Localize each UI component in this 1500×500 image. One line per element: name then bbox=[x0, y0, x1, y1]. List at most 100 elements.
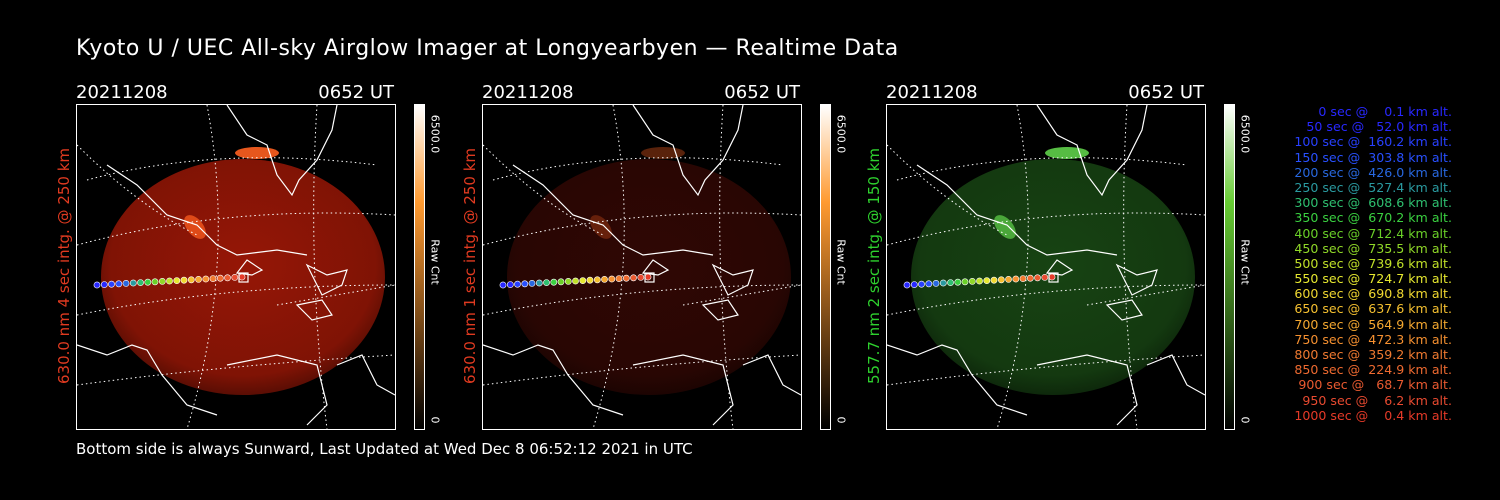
trajectory-point bbox=[195, 275, 202, 283]
trajectory-point bbox=[1012, 275, 1020, 283]
legend-row: 700 sec @ 564.9 km alt. bbox=[1290, 316, 1452, 332]
trajectory-point bbox=[593, 276, 601, 284]
legend-row: 600 sec @ 690.8 km alt. bbox=[1290, 286, 1452, 302]
trajectory-point bbox=[202, 275, 210, 283]
allsky-image bbox=[482, 104, 802, 430]
legend-row: 450 sec @ 735.5 km alt. bbox=[1290, 240, 1452, 256]
legend-row: 1000 sec @ 0.4 km alt. bbox=[1294, 407, 1452, 423]
panel-time: 0652 UT bbox=[1128, 82, 1204, 103]
panel-ylabel: 630.0 nm 4 sec intg. @ 250 km bbox=[55, 147, 73, 385]
colorbar bbox=[820, 104, 831, 430]
coastline bbox=[711, 263, 754, 296]
coastline bbox=[641, 259, 670, 276]
trajectory-point bbox=[528, 279, 536, 287]
coastline bbox=[77, 344, 218, 416]
trajectory-point bbox=[954, 278, 962, 286]
station-marker bbox=[238, 272, 249, 283]
trajectory-legend: 0 sec @ 0.1 km alt. 50 sec @ 52.0 km alt… bbox=[1262, 104, 1452, 423]
allsky-image bbox=[76, 104, 396, 430]
trajectory-point bbox=[990, 276, 998, 284]
coastline bbox=[1146, 354, 1205, 396]
coastline bbox=[305, 263, 348, 296]
legend-row: 100 sec @ 160.2 km alt. bbox=[1290, 134, 1452, 150]
graticule-line bbox=[483, 144, 604, 236]
legend-row: 50 sec @ 52.0 km alt. bbox=[1298, 119, 1452, 135]
trajectory-point bbox=[1048, 273, 1056, 281]
trajectory-point bbox=[918, 280, 925, 288]
trajectory-point bbox=[173, 277, 181, 284]
trajectory-point bbox=[115, 280, 123, 288]
legend-row: 200 sec @ 426.0 km alt. bbox=[1290, 164, 1452, 180]
coastline bbox=[295, 299, 333, 321]
trajectory-point bbox=[187, 276, 195, 284]
trajectory-point bbox=[137, 279, 144, 286]
legend-row: 350 sec @ 670.2 km alt. bbox=[1290, 210, 1452, 226]
colorbar-title: Raw Cnt bbox=[834, 239, 848, 285]
coastline bbox=[512, 164, 714, 256]
colorbar-min-label: 0 bbox=[428, 416, 442, 424]
trajectory-point bbox=[1034, 274, 1041, 282]
trajectory-point bbox=[550, 278, 558, 286]
trajectory-point bbox=[939, 279, 947, 287]
airglow-panel-557-2s: 20211208 0652 UT 557.7 nm 2 sec intg. @ … bbox=[865, 82, 1252, 430]
colorbar bbox=[1224, 104, 1235, 430]
trajectory-point bbox=[608, 275, 616, 283]
airglow-panel-630-1s: 20211208 0652 UT 630.0 nm 1 sec intg. @ … bbox=[461, 82, 848, 430]
trajectory-point bbox=[231, 273, 239, 281]
trajectory-point bbox=[910, 281, 918, 288]
legend-row: 850 sec @ 224.9 km alt. bbox=[1290, 362, 1452, 378]
colorbar-title: Raw Cnt bbox=[1238, 239, 1252, 285]
graticule-line bbox=[77, 144, 198, 236]
trajectory-point bbox=[622, 274, 630, 282]
trajectory-point bbox=[499, 281, 507, 289]
legend-row: 500 sec @ 739.6 km alt. bbox=[1290, 255, 1452, 271]
coastline bbox=[701, 299, 739, 321]
colorbar bbox=[414, 104, 425, 430]
coastline bbox=[235, 259, 264, 276]
coastline bbox=[887, 344, 1028, 416]
legend-row: 900 sec @ 68.7 km alt. bbox=[1294, 377, 1452, 393]
colorbar-min-label: 0 bbox=[834, 416, 848, 424]
trajectory-point bbox=[238, 273, 246, 281]
coastline bbox=[1115, 263, 1158, 296]
legend-row: 0 sec @ 0.1 km alt. bbox=[1306, 104, 1452, 119]
panel-date: 20211208 bbox=[886, 82, 978, 103]
legend-row: 400 sec @ 712.4 km alt. bbox=[1290, 225, 1452, 241]
trajectory-point bbox=[968, 277, 976, 285]
trajectory-point bbox=[601, 275, 608, 283]
trajectory-point bbox=[129, 279, 137, 287]
colorbar-max-label: 6500.0 bbox=[1238, 114, 1252, 154]
graticule-line bbox=[887, 144, 1008, 236]
legend-row: 750 sec @ 472.3 km alt. bbox=[1290, 331, 1452, 347]
colorbar-max-label: 6500.0 bbox=[834, 114, 848, 154]
legend-row: 250 sec @ 527.4 km alt. bbox=[1290, 179, 1452, 195]
coastline bbox=[1045, 259, 1074, 276]
coastline bbox=[1036, 354, 1138, 426]
graticule-line bbox=[276, 284, 395, 306]
legend-row: 650 sec @ 637.6 km alt. bbox=[1290, 301, 1452, 317]
trajectory-point bbox=[514, 280, 521, 288]
aurora-patch bbox=[235, 147, 279, 159]
coastline bbox=[483, 344, 624, 416]
coastline bbox=[632, 105, 744, 197]
trajectory-point bbox=[637, 273, 645, 281]
coastline bbox=[226, 105, 338, 197]
legend-row: 550 sec @ 724.7 km alt. bbox=[1290, 271, 1452, 287]
trajectory-point bbox=[506, 281, 514, 288]
trajectory-point bbox=[122, 279, 130, 287]
trajectory-point bbox=[144, 278, 152, 286]
coastline bbox=[226, 354, 328, 426]
panel-time: 0652 UT bbox=[724, 82, 800, 103]
trajectory-point bbox=[903, 281, 911, 289]
panel-date: 20211208 bbox=[482, 82, 574, 103]
coastline bbox=[632, 354, 734, 426]
trajectory-point bbox=[579, 277, 587, 284]
panel-date: 20211208 bbox=[76, 82, 168, 103]
trajectory-point bbox=[947, 279, 954, 286]
trajectory-point bbox=[224, 274, 231, 282]
colorbar-max-label: 6500.0 bbox=[428, 114, 442, 154]
trajectory-point bbox=[564, 277, 572, 285]
trajectory-point bbox=[93, 281, 101, 289]
trajectory-point bbox=[615, 275, 623, 282]
page-title: Kyoto U / UEC All-sky Airglow Imager at … bbox=[76, 36, 899, 61]
